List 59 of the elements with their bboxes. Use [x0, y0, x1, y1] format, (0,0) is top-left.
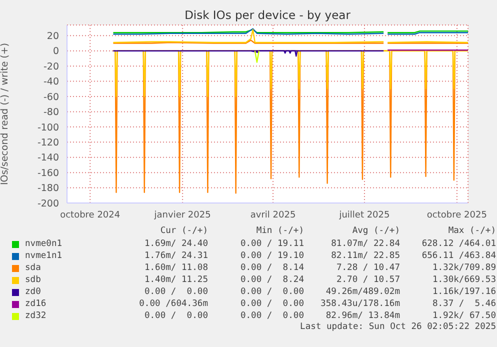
text: Last update: Sun Oct 26 02:05:22 2025	[299, 322, 496, 334]
text: 1.69m/ 24.40	[143, 239, 208, 249]
y-tick-label: -200	[37, 198, 59, 210]
y-tick-label: -80	[43, 107, 59, 118]
text: 81.07m/ 22.84	[330, 239, 400, 249]
chart-title: Disk IOs per device - by year	[184, 8, 352, 22]
y-tick-label: 0	[52, 46, 59, 58]
y-tick-label: -120	[37, 138, 59, 149]
text: 0.00 / 0.00	[143, 311, 208, 321]
text: Cur (-/+)	[159, 226, 208, 238]
text: 0.00 / 0.00	[143, 287, 208, 297]
y-tick-label: -100	[37, 122, 59, 134]
text: 656.11 /463.84	[420, 251, 496, 261]
y-tick-label: -60	[43, 92, 59, 103]
text: 0.00 / 8.14	[239, 263, 304, 273]
text: 0.00 /604.36m	[138, 299, 208, 309]
y-tick-label: -180	[37, 183, 59, 194]
text: 1.30k/669.53	[431, 275, 496, 285]
text: Avg (-/+)	[351, 226, 400, 238]
text: 0.00 / 0.00	[239, 287, 304, 297]
x-tick-label: octobre 2024	[60, 210, 120, 220]
legend-label: zd16	[25, 299, 48, 309]
text: 82.11m/ 22.85	[330, 251, 400, 261]
x-tick-label: avril 2025	[250, 210, 296, 220]
text: 358.43u/178.16m	[320, 299, 400, 309]
x-tick-label: janvier 2025	[153, 210, 211, 220]
text: 1.60m/ 11.08	[143, 263, 208, 273]
text: 2.70 / 10.57	[335, 275, 400, 285]
y-tick-label: -40	[43, 76, 59, 88]
text: 49.26m/489.02m	[324, 287, 400, 297]
x-tick-label: juillet 2025	[338, 210, 390, 220]
text: 8.37 / 5.46	[431, 299, 496, 309]
x-tick-label: octobre 2025	[426, 210, 487, 220]
text: 1.16k/197.16	[431, 287, 496, 297]
text: 628.12 /464.01	[420, 239, 496, 249]
text: 0.00 / 8.24	[239, 275, 304, 285]
text: 7.28 / 10.47	[335, 263, 400, 273]
legend-label: sda	[25, 263, 42, 273]
legend-label: nvme0n1	[25, 239, 64, 249]
y-tick-label: -20	[43, 61, 59, 72]
text: 1.40m/ 11.25	[143, 275, 208, 285]
y-tick-label: 20	[46, 31, 59, 42]
text: 0.00 / 19.10	[239, 251, 304, 261]
text: 1.92k/ 67.50	[431, 311, 496, 321]
text: 82.96m/ 13.84m	[324, 311, 400, 321]
legend-label: zd32	[25, 311, 48, 321]
y-tick-label: -160	[37, 168, 59, 179]
text: Min (-/+)	[255, 226, 304, 238]
text: 1.32k/709.89	[431, 263, 496, 273]
y-axis-title: IOs/second read (-) / write (+)	[0, 42, 10, 186]
text: 1.76m/ 24.31	[143, 251, 208, 261]
y-tick-label: -140	[37, 152, 59, 164]
text: Max (-/+)	[447, 226, 496, 238]
text: 0.00 / 19.11	[239, 239, 304, 249]
text: 0.00 / 0.00	[239, 299, 304, 309]
legend-label: nvme1n1	[25, 251, 64, 261]
legend-label: sdb	[25, 275, 42, 285]
text: 0.00 / 0.00	[239, 311, 304, 321]
legend-label: zd0	[25, 287, 42, 297]
